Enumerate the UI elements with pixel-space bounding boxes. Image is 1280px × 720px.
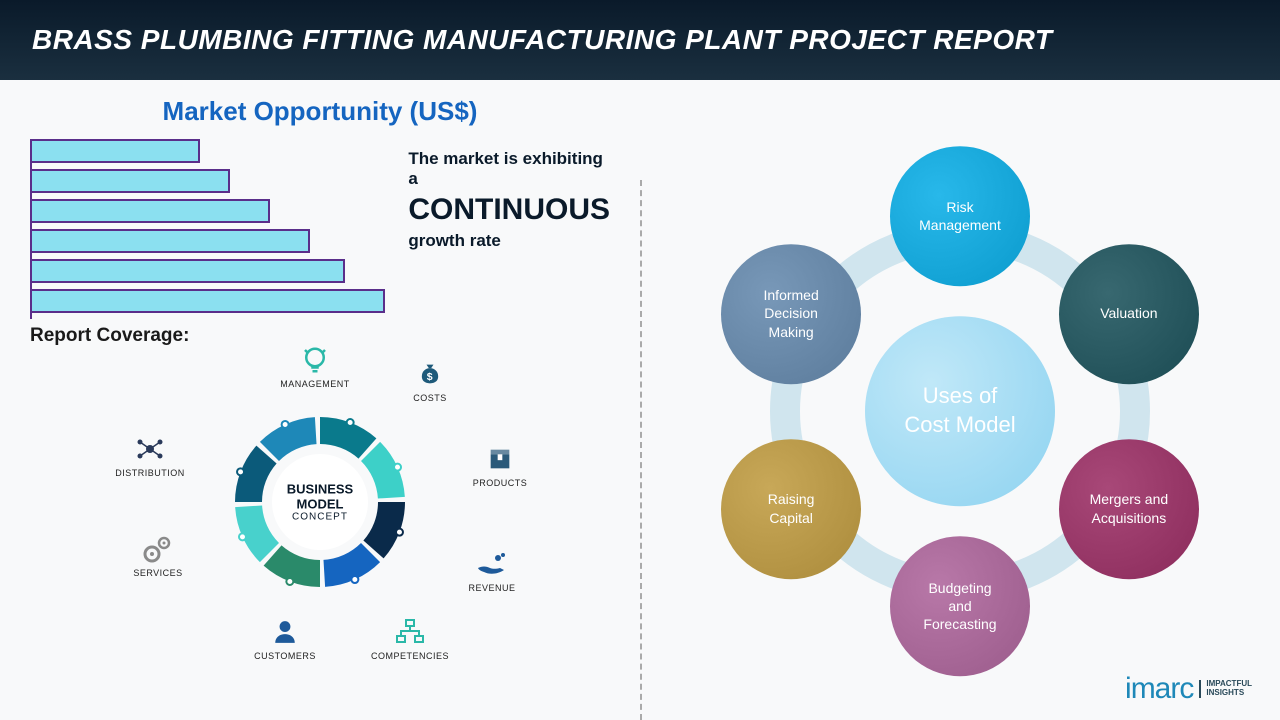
cost-center-label: Uses ofCost Model — [904, 383, 1015, 440]
cost-bubble: Valuation — [1059, 244, 1199, 384]
growth-big: CONTINUOUS — [408, 193, 610, 227]
growth-line2: growth rate — [408, 231, 610, 251]
business-model-center: BUSINESS MODEL CONCEPT — [287, 482, 353, 523]
page-title: BRASS PLUMBING FITTING MANUFACTURING PLA… — [32, 24, 1052, 56]
cost-model-diagram: Uses ofCost Model RiskManagementValuatio… — [680, 131, 1240, 691]
growth-line1: The market is exhibiting a — [408, 149, 610, 189]
content: Market Opportunity (US$) The market is e… — [0, 80, 1280, 720]
market-opportunity-title: Market Opportunity (US$) — [30, 96, 610, 127]
header: BRASS PLUMBING FITTING MANUFACTURING PLA… — [0, 0, 1280, 80]
cost-bubble: InformedDecisionMaking — [721, 244, 861, 384]
left-panel: Market Opportunity (US$) The market is e… — [0, 80, 640, 720]
hand-coin-icon — [475, 547, 509, 581]
bm-item-customers: CUSTOMERS — [240, 615, 330, 661]
bm-item-label: PRODUCTS — [455, 478, 545, 488]
network-icon — [133, 432, 167, 466]
org-icon — [393, 615, 427, 649]
bar-chart — [30, 139, 388, 319]
svg-text:$: $ — [427, 371, 433, 383]
bm-item-management: MANAGEMENT — [270, 343, 360, 389]
cost-center: Uses ofCost Model — [865, 316, 1055, 506]
bar — [30, 199, 270, 223]
logo-brand: imarc — [1125, 672, 1193, 706]
lightbulb-icon — [298, 343, 332, 377]
bar — [30, 169, 230, 193]
bar — [30, 259, 345, 283]
business-model-diagram: BUSINESS MODEL CONCEPT MANAGEMENT $ COSTS P… — [75, 347, 565, 657]
cost-bubble: Mergers andAcquisitions — [1059, 439, 1199, 579]
logo: imarc IMPACTFUL INSIGHTS — [1125, 672, 1252, 706]
cost-bubble: RiskManagement — [890, 146, 1030, 286]
bm-item-label: DISTRIBUTION — [105, 468, 195, 478]
right-panel: Uses ofCost Model RiskManagementValuatio… — [640, 80, 1280, 720]
bm-item-distribution: DISTRIBUTION — [105, 432, 195, 478]
moneybag-icon: $ — [413, 357, 447, 391]
bm-item-services: SERVICES — [113, 532, 203, 578]
bm-item-products: PRODUCTS — [455, 442, 545, 488]
bm-item-label: CUSTOMERS — [240, 651, 330, 661]
bm-item-costs: $ COSTS — [385, 357, 475, 403]
chart-area: The market is exhibiting a CONTINUOUS gr… — [30, 139, 610, 319]
person-icon — [268, 615, 302, 649]
logo-tagline: IMPACTFUL INSIGHTS — [1199, 680, 1252, 698]
bm-item-label: SERVICES — [113, 568, 203, 578]
cost-bubble: BudgetingandForecasting — [890, 536, 1030, 676]
bm-item-competencies: COMPETENCIES — [365, 615, 455, 661]
bm-item-label: MANAGEMENT — [270, 379, 360, 389]
bm-item-label: REVENUE — [447, 583, 537, 593]
growth-text: The market is exhibiting a CONTINUOUS gr… — [408, 139, 610, 251]
bar — [30, 289, 385, 313]
box-icon — [483, 442, 517, 476]
bm-item-revenue: REVENUE — [447, 547, 537, 593]
gears-icon — [141, 532, 175, 566]
bar — [30, 139, 200, 163]
bm-item-label: COMPETENCIES — [365, 651, 455, 661]
cost-bubble: RaisingCapital — [721, 439, 861, 579]
bm-item-label: COSTS — [385, 393, 475, 403]
y-axis — [30, 139, 32, 319]
bar — [30, 229, 310, 253]
